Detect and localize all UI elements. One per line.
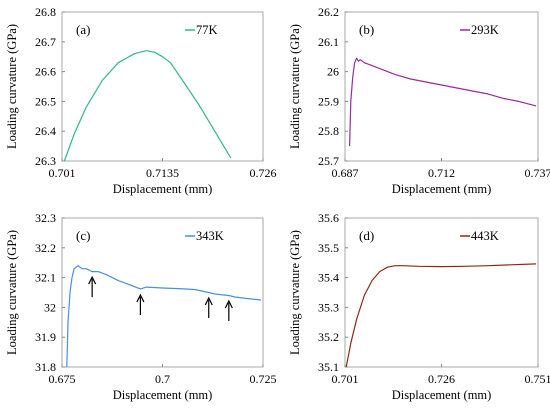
x-tick-label: 0.701 bbox=[332, 372, 359, 386]
y-tick-label: 35.1 bbox=[318, 360, 339, 374]
y-tick-label: 25.8 bbox=[318, 124, 339, 138]
x-axis-title: Displacement (mm) bbox=[392, 388, 492, 402]
annotation-arrow bbox=[136, 293, 145, 316]
y-tick-label: 35.3 bbox=[318, 300, 339, 314]
y-tick-label: 26.4 bbox=[35, 124, 56, 138]
y-tick-label: 26.1 bbox=[318, 35, 339, 49]
y-tick-label: 32.2 bbox=[35, 241, 56, 255]
y-axis-title: Loading curvature (GPa) bbox=[288, 24, 302, 149]
y-tick-label: 26.5 bbox=[35, 94, 56, 108]
y-tick-label: 25.7 bbox=[318, 154, 339, 168]
y-tick-label: 25.9 bbox=[318, 94, 339, 108]
y-tick-label: 35.4 bbox=[318, 271, 339, 285]
series-line-77K bbox=[63, 50, 232, 162]
y-tick-label: 35.5 bbox=[318, 241, 339, 255]
chart-panel-4: 35.1 35.2 35.3 35.4 35.5 35.6 0.701 0.726 0.751 D… bbox=[288, 211, 550, 402]
y-tick-label: 35.2 bbox=[318, 330, 339, 344]
y-tick-label: 32 bbox=[44, 300, 56, 314]
panel-label: (b) bbox=[359, 22, 374, 37]
annotation-arrow bbox=[204, 296, 213, 318]
chart-panel-1: 26.3 26.4 26.5 26.6 26.7 26.8 0.701 0.7135 0.726… bbox=[5, 5, 277, 196]
annotation-arrow bbox=[88, 275, 97, 298]
y-tick-label: 35.6 bbox=[318, 211, 339, 225]
x-tick-label: 0.7135 bbox=[146, 166, 179, 180]
y-tick-label: 32.3 bbox=[35, 211, 56, 225]
x-tick-label: 0.701 bbox=[49, 166, 76, 180]
x-tick-label: 0.725 bbox=[250, 372, 277, 386]
y-tick-label: 26.8 bbox=[35, 5, 56, 19]
chart-panel-3: 31.8 31.9 32 32.1 32.2 32.3 0.675 0.7 0.725 Displ… bbox=[5, 211, 277, 402]
y-tick-label: 31.9 bbox=[35, 330, 56, 344]
x-tick-label: 0.712 bbox=[428, 166, 455, 180]
x-tick-label: 0.726 bbox=[428, 372, 455, 386]
legend-label: 77K bbox=[196, 23, 218, 37]
legend-label: 443K bbox=[471, 229, 499, 243]
x-tick-label: 0.687 bbox=[332, 166, 359, 180]
panel-label: (c) bbox=[76, 228, 90, 243]
x-tick-label: 0.751 bbox=[525, 372, 550, 386]
plot-frame bbox=[61, 11, 264, 162]
x-axis-title: Displacement (mm) bbox=[392, 182, 492, 196]
legend-label: 293K bbox=[471, 23, 499, 37]
panel-label: (a) bbox=[76, 22, 90, 37]
series-line-443K bbox=[345, 263, 537, 368]
x-axis-title: Displacement (mm) bbox=[113, 388, 213, 402]
x-tick-label: 0.737 bbox=[525, 166, 550, 180]
y-tick-label: 32.1 bbox=[35, 271, 56, 285]
x-tick-label: 0.7 bbox=[155, 372, 170, 386]
chart-panel-2: 25.7 25.8 25.9 26 26.1 26.2 0.687 0.712 0.737 Dis… bbox=[288, 5, 550, 196]
y-axis-title: Loading curvature (GPa) bbox=[288, 230, 302, 355]
x-tick-label: 0.675 bbox=[49, 372, 76, 386]
legend-label: 343K bbox=[196, 229, 224, 243]
y-tick-label: 26.3 bbox=[35, 154, 56, 168]
y-tick-label: 26.6 bbox=[35, 65, 56, 79]
series-line-343K bbox=[66, 265, 262, 368]
annotation-arrow bbox=[224, 299, 233, 321]
y-axis-title: Loading curvature (GPa) bbox=[5, 24, 19, 149]
y-tick-label: 26.2 bbox=[318, 5, 339, 19]
panel-label: (d) bbox=[359, 228, 374, 243]
x-tick-label: 0.726 bbox=[250, 166, 277, 180]
y-tick-label: 31.8 bbox=[35, 360, 56, 374]
series-line-293K bbox=[349, 57, 537, 147]
y-tick-label: 26.7 bbox=[35, 35, 56, 49]
x-axis-title: Displacement (mm) bbox=[113, 182, 213, 196]
y-axis-title: Loading curvature (GPa) bbox=[5, 230, 19, 355]
y-tick-label: 26 bbox=[327, 65, 339, 79]
